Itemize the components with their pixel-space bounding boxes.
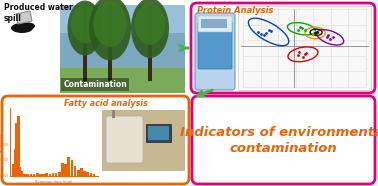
Text: Fatty acid analysis: Fatty acid analysis — [64, 99, 147, 108]
Bar — [112, 110, 115, 118]
Bar — [52, 173, 54, 176]
FancyBboxPatch shape — [195, 13, 235, 90]
Bar — [48, 174, 51, 176]
Bar — [15, 123, 18, 176]
Bar — [23, 174, 26, 176]
FancyBboxPatch shape — [60, 33, 185, 68]
Bar — [87, 172, 89, 176]
Text: Protein Analysis: Protein Analysis — [197, 6, 274, 15]
Bar — [14, 149, 17, 176]
Text: Abundance: Abundance — [0, 132, 4, 152]
Text: Contamination: Contamination — [63, 80, 127, 89]
Bar — [67, 157, 70, 176]
FancyBboxPatch shape — [102, 110, 184, 170]
Bar — [148, 126, 169, 140]
Bar — [19, 167, 21, 176]
Bar — [93, 174, 95, 176]
Ellipse shape — [135, 3, 165, 45]
Bar — [83, 5, 87, 81]
Text: 0.000: 0.000 — [0, 174, 9, 178]
Bar — [148, 5, 152, 81]
Ellipse shape — [89, 0, 131, 60]
Bar — [61, 163, 64, 176]
FancyBboxPatch shape — [238, 6, 371, 90]
Ellipse shape — [71, 5, 99, 43]
Text: 0.500: 0.500 — [0, 158, 9, 162]
Bar — [74, 166, 76, 176]
Bar — [12, 164, 15, 176]
FancyBboxPatch shape — [191, 3, 375, 93]
Bar — [42, 174, 45, 176]
Polygon shape — [16, 11, 32, 24]
FancyBboxPatch shape — [198, 22, 232, 69]
Bar — [20, 171, 23, 176]
Ellipse shape — [21, 23, 35, 30]
Bar — [77, 170, 79, 176]
Bar — [146, 124, 171, 142]
Text: Retention time (min): Retention time (min) — [36, 180, 73, 184]
Bar — [33, 174, 36, 176]
FancyBboxPatch shape — [60, 53, 185, 93]
Bar — [17, 116, 20, 176]
FancyBboxPatch shape — [60, 5, 185, 93]
FancyBboxPatch shape — [2, 96, 189, 184]
Bar — [80, 168, 83, 176]
Bar — [90, 173, 92, 176]
Ellipse shape — [93, 1, 127, 47]
FancyBboxPatch shape — [106, 116, 143, 163]
Text: contamination: contamination — [229, 142, 338, 155]
Ellipse shape — [68, 1, 102, 55]
Bar — [36, 173, 39, 176]
Bar — [26, 174, 29, 176]
Ellipse shape — [11, 23, 33, 33]
FancyBboxPatch shape — [198, 16, 232, 32]
Bar — [39, 174, 42, 176]
Text: 1.000: 1.000 — [0, 142, 9, 147]
FancyBboxPatch shape — [192, 96, 375, 184]
Bar — [201, 19, 227, 28]
Text: Produced water
spill: Produced water spill — [4, 3, 73, 23]
Bar — [108, 5, 112, 81]
Bar — [58, 172, 60, 176]
Bar — [64, 164, 67, 176]
Bar — [45, 173, 48, 176]
Bar — [55, 173, 57, 176]
Bar — [71, 160, 73, 176]
Text: Indicators of environmental: Indicators of environmental — [180, 126, 378, 139]
Bar — [83, 171, 86, 176]
Bar — [29, 174, 32, 176]
Ellipse shape — [131, 0, 169, 58]
